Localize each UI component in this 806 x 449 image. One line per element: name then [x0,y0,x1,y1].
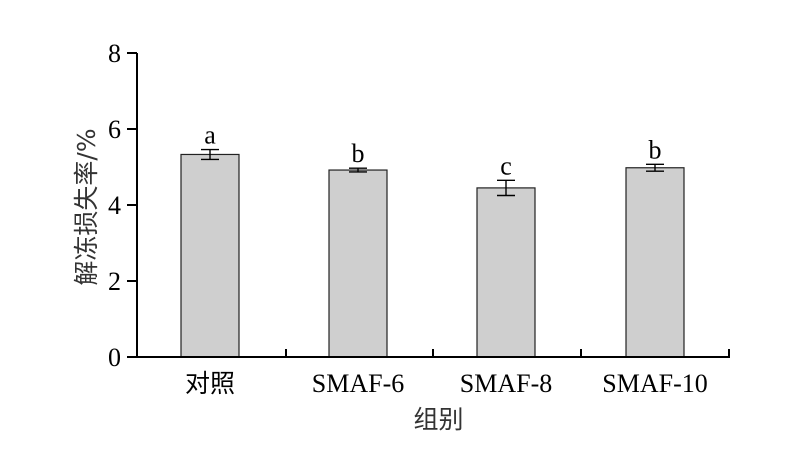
bar [625,167,685,358]
bar [476,187,536,358]
x-category-label: SMAF-10 [602,369,707,398]
significance-labels-layer: a b c b [204,121,661,181]
y-tick-label: 4 [108,191,121,220]
x-category-label: SMAF-6 [312,369,404,398]
y-tick-label: 6 [108,115,121,144]
x-category-label: SMAF-8 [460,369,552,398]
y-tick-label: 8 [108,39,121,68]
y-axis-title: 解冻损失率/% [72,128,101,285]
error-bar [646,163,664,172]
significance-label: c [500,151,512,180]
bars-layer [180,153,685,358]
x-category-label: 对照 [185,369,235,398]
x-ticks-layer: 对照 SMAF-6 SMAF-8 SMAF-10 [185,349,730,398]
error-bars-layer [201,148,664,197]
significance-label: b [352,139,365,168]
y-tick-label: 0 [108,343,121,372]
y-ticks-layer: 0 2 4 6 8 [108,39,137,372]
significance-label: b [649,135,662,164]
error-bar [201,148,219,161]
bar [180,153,240,358]
y-tick-label: 2 [108,267,121,296]
error-bar [349,167,367,173]
x-axis-title: 组别 [413,405,463,434]
significance-label: a [204,121,216,150]
bar [328,169,388,358]
error-bar [497,179,515,197]
